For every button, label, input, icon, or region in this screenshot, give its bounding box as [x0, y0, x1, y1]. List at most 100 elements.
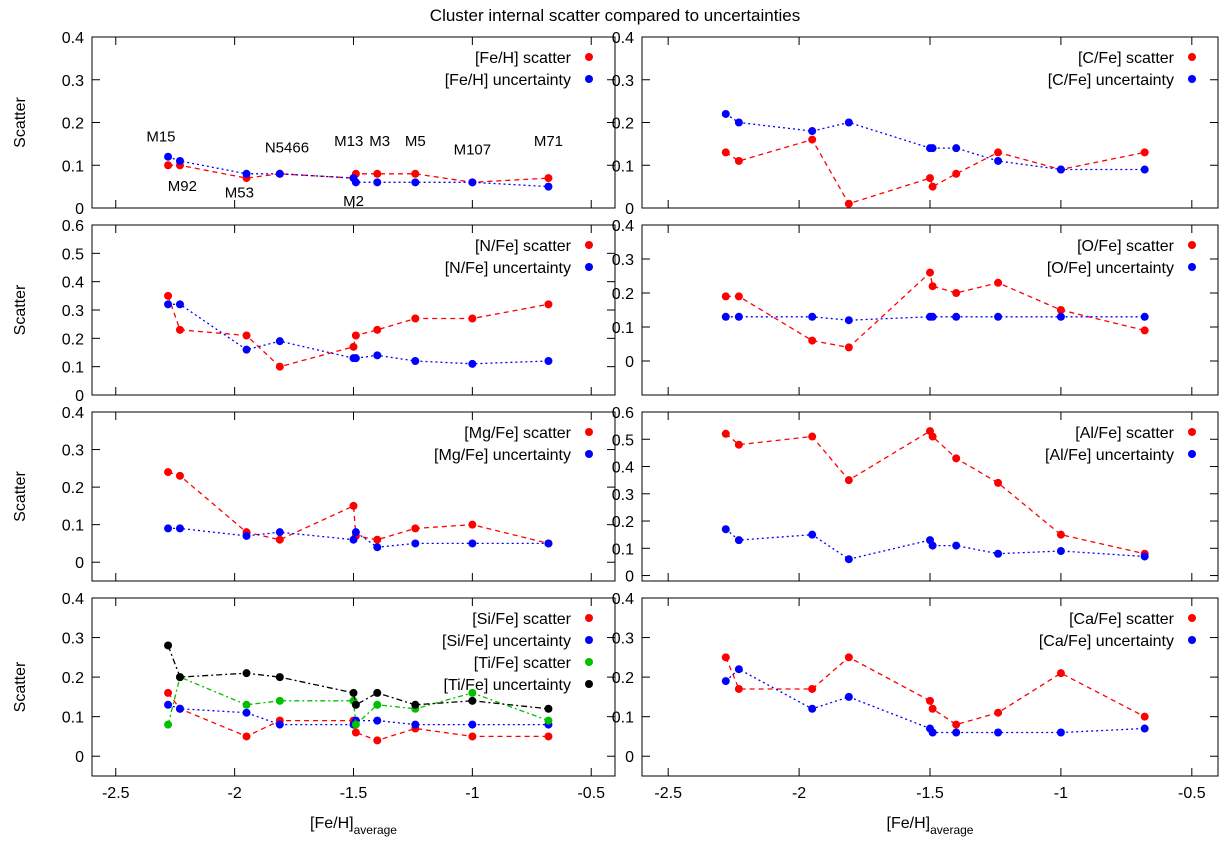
- data-point: [994, 549, 1003, 558]
- y-tick-label: 0.6: [612, 405, 634, 422]
- data-point: [734, 292, 743, 301]
- legend-label: [Ti/Fe] uncertainty: [444, 677, 571, 694]
- y-tick-label: 0: [625, 749, 634, 766]
- data-point: [411, 314, 420, 323]
- series-line: [725, 113, 1145, 171]
- data-point: [468, 720, 477, 729]
- y-tick-label: 0.2: [612, 286, 634, 303]
- data-point: [721, 677, 730, 686]
- data-point: [544, 182, 553, 191]
- legend-marker: [585, 658, 593, 666]
- cluster-label: N5466: [265, 139, 309, 156]
- data-point: [373, 535, 382, 544]
- data-point: [468, 696, 477, 705]
- y-tick-label: 0.1: [62, 158, 84, 175]
- data-point: [242, 531, 251, 540]
- data-point: [808, 530, 817, 539]
- data-point: [721, 653, 730, 662]
- series-2: [164, 300, 553, 368]
- data-point: [734, 665, 743, 674]
- legend-label: [C/Fe] scatter: [1078, 50, 1175, 67]
- data-point: [373, 325, 382, 334]
- data-point: [844, 476, 853, 485]
- cluster-label: M53: [225, 184, 254, 201]
- legend-marker: [585, 75, 593, 83]
- x-tick-label: -2.5: [654, 785, 682, 802]
- data-point: [164, 641, 173, 650]
- data-point: [994, 156, 1003, 165]
- y-tick-label: 0.2: [612, 514, 634, 531]
- cluster-label: M15: [146, 129, 175, 146]
- legend-label: [Fe/H] uncertainty: [445, 72, 571, 89]
- y-tick-label: 0: [625, 569, 634, 586]
- series-line: [167, 645, 549, 710]
- data-point: [411, 357, 420, 365]
- panel-2: 0 0.1 0.2 0.3 0.4 [C/Fe] scatter [C/Fe] uncert…: [612, 30, 1219, 218]
- y-tick-label: 0.2: [62, 670, 84, 687]
- data-point: [351, 700, 360, 709]
- y-tick-label: 0.2: [62, 480, 84, 497]
- series-line: [167, 471, 549, 545]
- legend-marker: [585, 450, 593, 458]
- data-point: [808, 127, 817, 136]
- data-point: [175, 156, 184, 165]
- data-point: [349, 535, 358, 544]
- cluster-label: M107: [454, 142, 492, 159]
- data-point: [1140, 552, 1149, 561]
- cluster-label: M71: [534, 133, 563, 150]
- data-point: [164, 700, 173, 709]
- y-tick-label: 0.4: [612, 460, 634, 477]
- data-point: [468, 732, 477, 741]
- data-point: [1056, 165, 1065, 174]
- series-1: [164, 468, 553, 548]
- legend-label: [Si/Fe] uncertainty: [442, 633, 571, 650]
- data-point: [373, 178, 382, 187]
- data-point: [468, 688, 477, 697]
- data-point: [994, 478, 1003, 487]
- data-point: [734, 156, 743, 165]
- data-point: [411, 169, 420, 178]
- data-point: [734, 312, 743, 321]
- legend-marker: [1188, 53, 1196, 61]
- x-tick-label: -2.5: [102, 785, 130, 802]
- data-point: [175, 524, 184, 533]
- data-point: [952, 312, 961, 321]
- y-tick-label: 0.3: [612, 487, 634, 504]
- data-point: [994, 148, 1003, 157]
- legend-label: [Ca/Fe] uncertainty: [1039, 633, 1174, 650]
- data-point: [844, 118, 853, 127]
- series-2: [721, 525, 1149, 564]
- x-tick-label: -1.5: [340, 785, 368, 802]
- y-tick-label: 0.2: [612, 670, 634, 687]
- series-3: [164, 673, 553, 729]
- data-point: [926, 696, 934, 705]
- data-point: [164, 152, 173, 161]
- data-point: [175, 673, 184, 682]
- data-point: [411, 524, 420, 533]
- legend-marker: [1188, 241, 1196, 249]
- data-point: [544, 174, 553, 183]
- data-point: [808, 684, 817, 693]
- panel-1: 0 0.1 0.2 0.3 0.4 Scatter [Fe/H] scatter [Fe/H]…: [12, 30, 616, 218]
- y-tick-label: 0.3: [612, 252, 634, 269]
- data-point: [952, 169, 961, 178]
- data-point: [1140, 712, 1149, 721]
- data-point: [1140, 326, 1149, 335]
- data-point: [175, 325, 184, 334]
- data-point: [373, 700, 382, 709]
- data-point: [952, 454, 961, 463]
- data-point: [1056, 728, 1065, 737]
- y-tick-label: 0.2: [612, 116, 634, 133]
- data-point: [351, 331, 360, 340]
- data-point: [373, 736, 382, 745]
- series-1: [721, 653, 1149, 729]
- data-point: [242, 708, 251, 717]
- y-tick-label: 0.3: [62, 303, 84, 320]
- y-tick-label: 0.4: [612, 218, 634, 235]
- data-point: [808, 336, 817, 345]
- data-point: [808, 432, 817, 441]
- data-point: [275, 528, 284, 537]
- data-point: [721, 429, 730, 438]
- data-point: [952, 144, 961, 153]
